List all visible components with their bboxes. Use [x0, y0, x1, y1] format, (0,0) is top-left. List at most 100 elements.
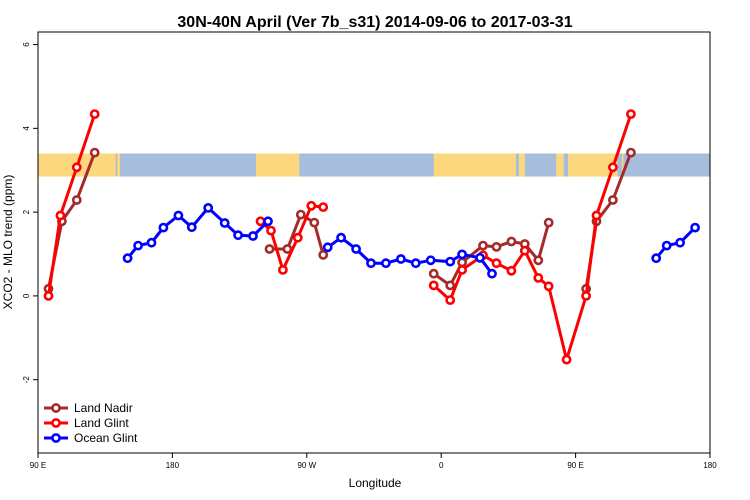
legend-label-ocean-glint: Ocean Glint: [74, 431, 138, 445]
data-point-land-nadir-2-2: [457, 257, 467, 268]
data-point-land-nadir-1-2: [295, 209, 306, 220]
data-point-ocean-glint-2-2: [675, 237, 685, 248]
legend-swatch-marker-land-nadir: [51, 403, 61, 413]
data-point-land-glint-2-12: [608, 162, 618, 173]
series-line-ocean-glint-2: [655, 226, 697, 260]
data-point-ocean-glint-2-0: [651, 253, 662, 264]
x-tick-label-0: 90 E: [30, 461, 46, 470]
data-point-ocean-glint-0-4: [173, 210, 184, 221]
x-tick-label-2: 90 W: [297, 461, 316, 470]
data-point-land-nadir-2-7: [533, 255, 544, 266]
data-point-land-glint-2-10: [581, 290, 591, 301]
legend-swatch-marker-ocean-glint: [51, 433, 61, 443]
series-ocean-glint: [122, 202, 700, 279]
data-point-land-nadir-3-3: [626, 147, 636, 158]
data-point-land-glint-2-11: [591, 210, 602, 221]
y-tick-label-2: 2: [22, 209, 31, 214]
data-point-ocean-glint-1-9: [457, 249, 467, 260]
data-point-ocean-glint-1-6: [410, 258, 421, 269]
ocean-band: [38, 153, 710, 177]
x-tick-label-3: 0: [439, 461, 444, 470]
data-point-ocean-glint-0-9: [248, 231, 258, 241]
data-point-land-glint-2-13: [626, 109, 636, 119]
y-tick-label-3: 4: [22, 126, 31, 131]
x-axis-label: Longitude: [349, 476, 402, 490]
data-point-land-glint-2-4: [491, 258, 502, 269]
data-point-ocean-glint-2-3: [690, 222, 700, 233]
series-line-land-glint-2: [432, 113, 633, 362]
data-point-ocean-glint-0-7: [219, 218, 230, 228]
data-point-ocean-glint-1-8: [445, 256, 456, 267]
data-point-land-nadir-1-0: [264, 244, 275, 254]
data-point-ocean-glint-1-11: [487, 268, 497, 279]
data-point-land-glint-1-5: [318, 202, 329, 212]
y-axis-label: XCO2 - MLO trend (ppm): [1, 175, 15, 310]
land-band-4: [518, 153, 525, 177]
data-point-land-nadir-2-0: [428, 268, 439, 279]
data-point-land-glint-0-2: [71, 162, 82, 173]
data-point-ocean-glint-1-2: [351, 244, 361, 254]
y-tick-label-0: -2: [22, 376, 31, 384]
data-point-land-nadir-1-3: [309, 217, 320, 228]
y-tick-label-4: 6: [22, 42, 31, 47]
data-point-ocean-glint-1-7: [425, 255, 436, 266]
data-point-ocean-glint-1-4: [380, 258, 391, 269]
data-point-ocean-glint-1-0: [322, 242, 333, 253]
data-point-ocean-glint-0-6: [203, 202, 214, 213]
data-point-land-nadir-0-3: [89, 147, 100, 158]
data-point-ocean-glint-0-5: [186, 222, 197, 233]
land-band-1: [117, 153, 121, 177]
data-point-land-nadir-2-4: [491, 241, 502, 252]
land-band-2: [256, 153, 300, 177]
x-tick-label-4: 90 E: [567, 461, 583, 470]
data-point-ocean-glint-0-2: [146, 237, 157, 248]
series-line-ocean-glint-0: [126, 206, 270, 260]
data-point-land-glint-2-6: [519, 245, 530, 256]
data-point-ocean-glint-1-1: [336, 232, 346, 243]
x-tick-label-1: 180: [166, 461, 180, 470]
data-point-land-glint-0-3: [89, 109, 100, 119]
land-band-5: [556, 153, 564, 177]
world-map-strip: [38, 153, 710, 177]
data-point-land-glint-1-3: [292, 232, 303, 243]
data-point-land-glint-1-2: [277, 264, 288, 275]
data-point-land-glint-2-7: [533, 272, 544, 283]
y-tick-label-1: 0: [22, 293, 31, 298]
data-point-land-nadir-2-3: [478, 240, 488, 251]
x-axis: 90 E 180 90 W 0 90 E 180: [30, 453, 717, 470]
data-point-ocean-glint-2-1: [661, 240, 672, 251]
data-point-land-glint-1-0: [255, 216, 266, 227]
data-point-land-glint-2-8: [543, 281, 554, 292]
data-point-land-glint-1-1: [266, 225, 276, 236]
legend-label-land-glint: Land Glint: [74, 416, 129, 430]
legend-swatch-marker-land-glint: [51, 418, 61, 428]
plot-frame: [37, 31, 711, 454]
y-axis: -2 0 2 4 6: [22, 42, 38, 383]
data-point-ocean-glint-0-0: [122, 253, 133, 264]
data-point-land-nadir-3-2: [608, 195, 618, 205]
data-point-land-glint-2-2: [457, 264, 467, 275]
data-point-ocean-glint-1-5: [395, 254, 406, 264]
series-line-land-glint-0: [47, 113, 97, 297]
data-point-land-glint-0-1: [55, 210, 66, 221]
series-line-ocean-glint-1: [326, 236, 494, 275]
land-band-3: [433, 153, 516, 177]
land-band-6: [568, 153, 618, 177]
legend-item-land-glint: Land Glint: [44, 416, 129, 430]
data-point-land-nadir-1-4: [318, 249, 329, 260]
legend-item-land-nadir: Land Nadir: [44, 401, 133, 415]
legend-item-ocean-glint: Ocean Glint: [44, 431, 138, 445]
legend-label-land-nadir: Land Nadir: [74, 401, 133, 415]
data-point-land-glint-1-4: [306, 200, 317, 211]
data-point-ocean-glint-1-3: [366, 258, 376, 269]
data-point-ocean-glint-0-3: [158, 222, 169, 233]
series-land-glint: [43, 109, 636, 365]
data-point-ocean-glint-0-1: [133, 240, 143, 251]
data-point-ocean-glint-0-8: [233, 230, 243, 241]
data-point-land-nadir-0-2: [71, 195, 82, 205]
data-point-ocean-glint-0-10: [263, 216, 273, 227]
data-point-land-glint-2-0: [428, 280, 439, 291]
series-layer: [43, 109, 700, 365]
